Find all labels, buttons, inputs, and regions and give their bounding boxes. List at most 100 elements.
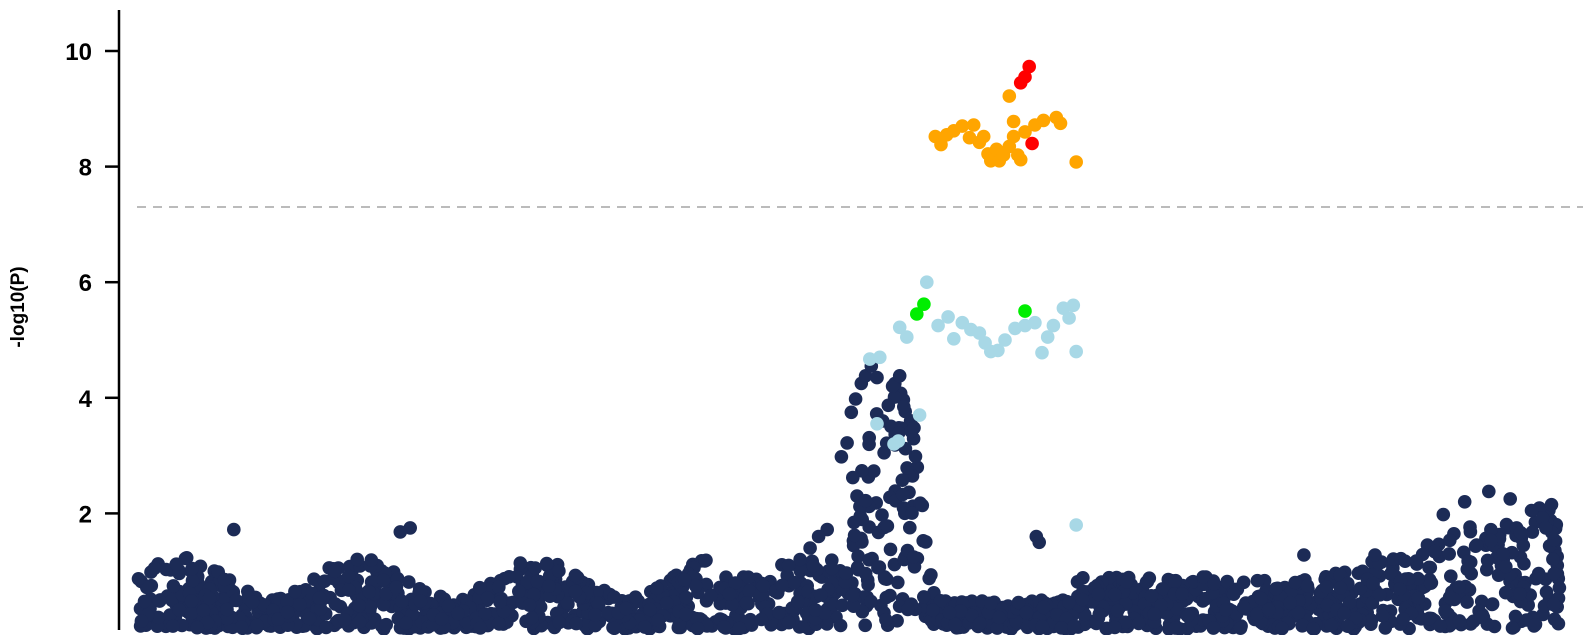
snp-point-background xyxy=(1442,590,1457,605)
snp-point-red xyxy=(1025,136,1039,151)
snp-point-background xyxy=(1424,576,1438,590)
snp-point-background xyxy=(478,607,492,621)
snp-point-background xyxy=(1091,587,1106,602)
snp-point-light-blue xyxy=(931,318,945,333)
snp-point-background xyxy=(864,594,878,609)
snp-point-background xyxy=(728,576,743,590)
snp-point-background xyxy=(972,616,987,631)
snp-point-background xyxy=(915,498,930,513)
snp-point-background xyxy=(650,581,664,595)
snp-point-background xyxy=(775,578,789,593)
snp-point-background xyxy=(137,594,152,609)
snp-point-background xyxy=(1250,607,1264,622)
snp-point-light-blue xyxy=(912,408,927,422)
snp-point-background xyxy=(895,473,910,488)
snp-point-background xyxy=(867,464,881,478)
snp-point-background xyxy=(717,620,731,634)
snp-point-background xyxy=(196,603,211,618)
snp-point-background xyxy=(1340,619,1355,633)
snp-point-background xyxy=(302,611,317,626)
snp-point-background xyxy=(166,619,180,633)
snp-point-background xyxy=(1296,618,1310,633)
snp-point-background xyxy=(525,611,539,625)
snp-point-background xyxy=(906,550,921,564)
snp-point-background xyxy=(1067,619,1081,634)
snp-point-background xyxy=(834,450,849,464)
snp-point-background xyxy=(1250,573,1265,588)
snp-point-background xyxy=(984,596,998,611)
snp-point-background xyxy=(328,597,343,611)
snp-point-background xyxy=(328,564,342,579)
snp-point-light-blue xyxy=(1069,344,1083,359)
snp-point-background xyxy=(159,562,173,577)
snp-point-background xyxy=(293,597,307,612)
snp-point-background xyxy=(1517,556,1531,571)
snp-point-background xyxy=(1460,595,1474,609)
snp-point-background xyxy=(590,596,605,610)
snp-point-background xyxy=(1366,576,1380,591)
snp-point-background xyxy=(651,613,666,628)
snp-point-background xyxy=(220,602,234,617)
snp-point-background xyxy=(280,594,294,609)
snp-point-background xyxy=(363,600,378,614)
snp-point-background xyxy=(643,602,657,617)
snp-point-background xyxy=(539,556,554,571)
snp-point-background xyxy=(502,570,516,584)
snp-point-light-blue xyxy=(1040,330,1055,344)
snp-point-background xyxy=(806,558,821,573)
snp-point-background xyxy=(601,605,615,620)
snp-point-orange xyxy=(934,137,948,152)
snp-point-background xyxy=(179,551,194,565)
snp-point-background xyxy=(1131,616,1146,631)
snp-point-background xyxy=(1275,621,1289,635)
snp-point-background xyxy=(1291,605,1306,620)
snp-point-orange xyxy=(1069,155,1083,169)
snp-point-background xyxy=(1460,562,1475,577)
snp-point-background xyxy=(200,615,215,630)
snp-point-background xyxy=(1423,560,1438,575)
snp-point-background xyxy=(847,515,861,530)
snp-point-background xyxy=(1503,492,1517,506)
snp-point-background xyxy=(1155,582,1170,596)
snp-point-background xyxy=(217,572,232,587)
snp-point-background xyxy=(393,525,408,539)
snp-point-light-blue xyxy=(947,332,961,346)
snp-point-background xyxy=(1547,567,1561,581)
snp-point-background xyxy=(883,542,898,557)
snp-point-background xyxy=(1092,607,1107,621)
snp-point-background xyxy=(151,610,166,625)
snp-point-background xyxy=(342,583,356,597)
snp-point-background xyxy=(527,587,541,602)
snp-point-background xyxy=(879,590,894,605)
snp-point-background xyxy=(1011,595,1026,610)
snp-point-background xyxy=(858,493,873,508)
snp-point-background xyxy=(1498,585,1513,600)
snp-point-background xyxy=(1373,588,1387,602)
snp-point-background xyxy=(229,593,243,608)
snp-point-background xyxy=(568,568,583,583)
snp-point-background xyxy=(926,603,940,617)
snp-point-background xyxy=(1219,603,1233,617)
snp-point-background xyxy=(619,601,633,616)
snp-point-background xyxy=(350,552,365,567)
snp-point-background xyxy=(1364,613,1379,627)
snp-point-background xyxy=(1076,571,1090,585)
snp-point-background xyxy=(480,591,495,605)
snp-point-background xyxy=(1443,533,1457,548)
snp-point-light-blue xyxy=(1046,318,1061,333)
snp-point-background xyxy=(1513,525,1528,540)
snp-point-background xyxy=(227,522,241,537)
snp-point-background xyxy=(844,405,859,420)
snp-point-background xyxy=(1484,533,1498,548)
snp-point-background xyxy=(846,470,860,485)
snp-point-background xyxy=(880,519,895,533)
snp-point-background xyxy=(891,575,905,590)
snp-point-background xyxy=(1054,621,1069,635)
snp-point-background xyxy=(811,529,826,544)
snp-point-background xyxy=(1547,612,1562,627)
snp-point-orange xyxy=(1053,116,1068,131)
snp-point-background xyxy=(907,421,921,435)
snp-point-background xyxy=(1306,621,1320,635)
snp-point-background xyxy=(513,556,528,570)
